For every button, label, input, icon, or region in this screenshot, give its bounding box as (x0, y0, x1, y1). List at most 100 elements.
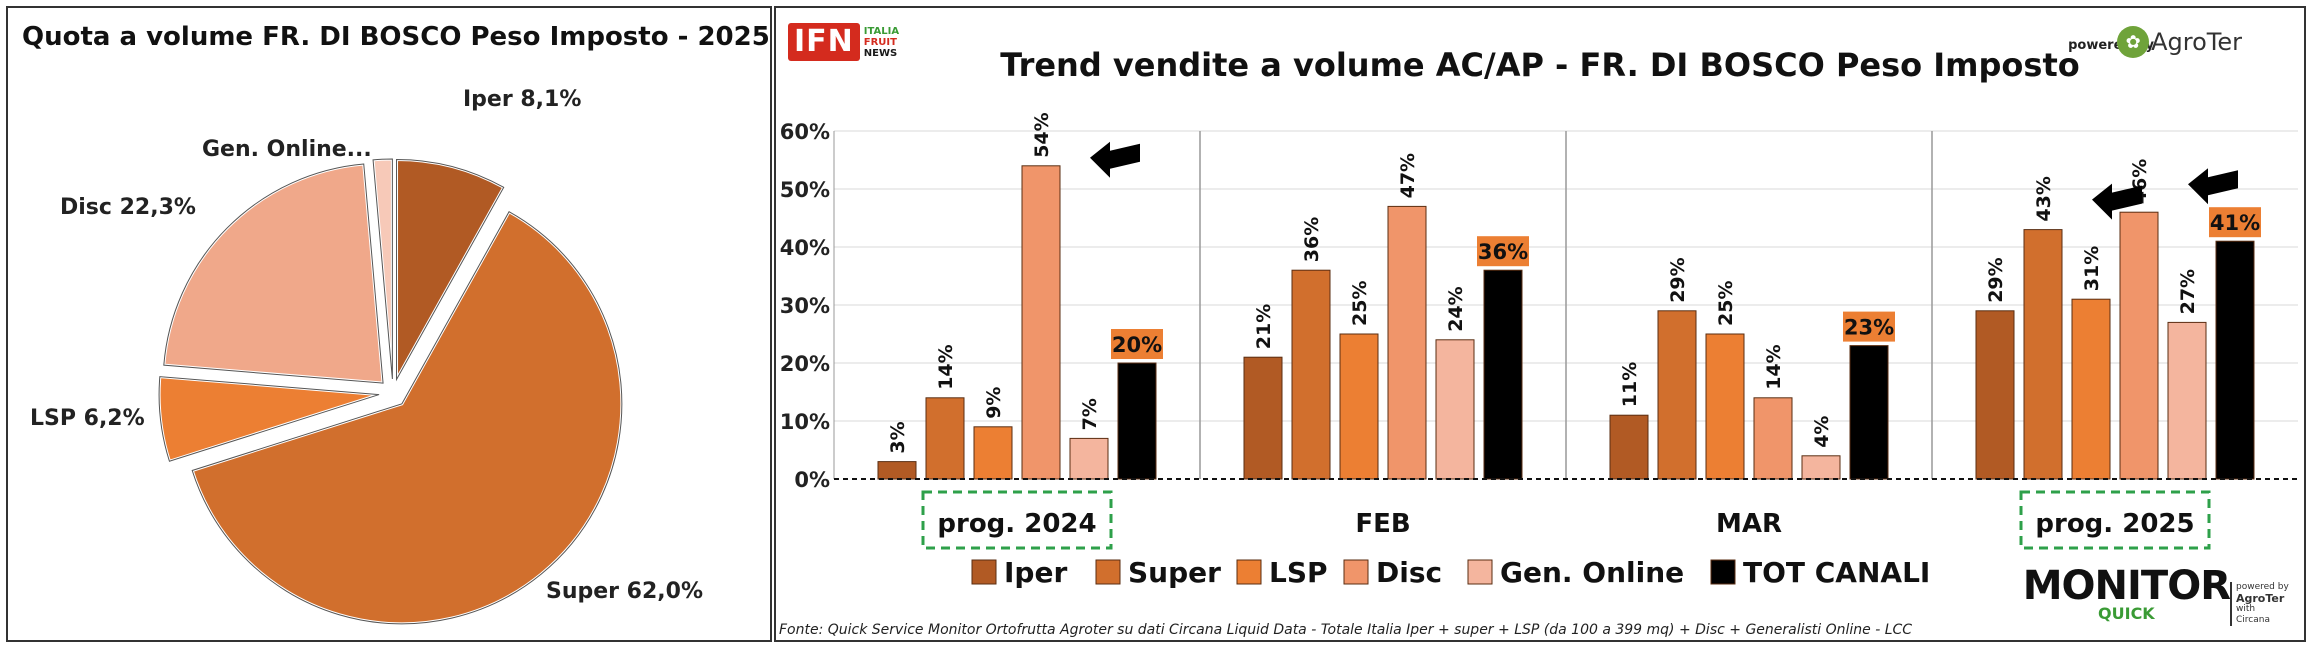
x-category-label: prog. 2024 (937, 509, 1096, 539)
bar-3-4 (2167, 321, 2207, 480)
data-label: 7% (1079, 398, 1101, 430)
data-label: 9% (983, 387, 1005, 419)
pie-slice-outline-0 (396, 158, 505, 382)
bar-3-3 (2119, 211, 2159, 480)
highlight-box (921, 490, 1113, 550)
agroter-logo: ✿ AgroTer (2117, 26, 2242, 58)
data-label: 25% (1715, 281, 1737, 326)
legend-label: Gen. Online (1500, 556, 1684, 589)
bar-0-2 (973, 426, 1013, 480)
legend-swatch (1095, 559, 1121, 585)
y-tick-label: 0% (794, 468, 830, 492)
monitor-side-credits: powered by AgroTer with Circana (2230, 582, 2296, 626)
bar-2-4 (1801, 455, 1841, 480)
data-label: 23% (1844, 316, 1894, 340)
data-label: 36% (1478, 240, 1528, 264)
legend-swatch (1236, 559, 1262, 585)
legend-label: Super (1128, 556, 1221, 589)
y-tick-label: 10% (780, 410, 830, 434)
data-label: 14% (935, 344, 957, 389)
bar-1-2 (1339, 333, 1379, 480)
bar-3-1 (2023, 229, 2063, 480)
legend-swatch (1710, 559, 1736, 585)
data-label: 3% (887, 421, 909, 453)
total-label-box (1477, 236, 1529, 267)
data-label: 29% (1667, 257, 1689, 302)
bar-1-5 (1483, 269, 1523, 480)
source-footnote: Fonte: Quick Service Monitor Ortofrutta … (779, 622, 1913, 638)
bar-3-5 (2215, 240, 2255, 480)
bar-2-3 (1753, 397, 1793, 480)
pie-chart-panel: Quota a volume FR. DI BOSCO Peso Imposto… (6, 6, 772, 642)
x-category-label: prog. 2025 (2035, 509, 2194, 539)
pie-chart-title: Quota a volume FR. DI BOSCO Peso Imposto… (22, 22, 770, 52)
legend-swatch (971, 559, 997, 585)
pie-chart: Iper 8,1% Super 62,0% LSP 6,2% Disc 22,3% Ge… (30, 87, 703, 626)
arrow-icon (1090, 141, 1140, 178)
bar-0-5 (1117, 362, 1157, 480)
bar-0-0 (877, 461, 917, 480)
bar-2-5 (1849, 345, 1889, 480)
data-label: 20% (1112, 333, 1162, 357)
bar-1-3 (1387, 205, 1427, 480)
bar-chart: 0% 10% 20% 30% 40% 50% 60% 3% 14% 9% 54% 7% 20% prog.… (780, 112, 2298, 589)
pie-label-1: Super 62,0% (546, 579, 703, 604)
y-tick-label: 50% (780, 178, 830, 202)
data-label: 14% (1763, 344, 1785, 389)
bar-1-1 (1291, 269, 1331, 480)
bar-chart-title: Trend vendite a volume AC/AP - FR. DI BO… (1000, 46, 2080, 84)
data-label: 29% (1985, 257, 2007, 302)
data-label: 11% (1619, 362, 1641, 407)
legend-label: Iper (1004, 556, 1067, 589)
bar-2-1 (1657, 310, 1697, 480)
pie-slice-outline-2 (158, 376, 380, 462)
data-label: 27% (2177, 269, 2199, 314)
total-label-box (2209, 207, 2261, 238)
data-label: 4% (1811, 416, 1833, 448)
bar-0-1 (925, 397, 965, 480)
monitor-quick-logo: MONITOR QUICK (2022, 563, 2231, 623)
data-label: 43% (2033, 176, 2055, 221)
x-category-label: MAR (1716, 509, 1782, 539)
legend-swatch (1343, 559, 1369, 585)
y-tick-label: 30% (780, 294, 830, 318)
bar-2-0 (1609, 414, 1649, 480)
arrow-icon (2188, 168, 2238, 205)
legend-label: TOT CANALI (1743, 556, 1930, 589)
pie-label-2: LSP 6,2% (30, 406, 145, 431)
pie-slice-outline-3 (163, 163, 384, 384)
pie-slice-outline-1 (191, 211, 623, 625)
y-tick-label: 40% (780, 236, 830, 260)
data-label: 41% (2210, 211, 2260, 235)
bar-chart-panel: IFN ITALIA FRUIT NEWS Trend vendite a vo… (774, 6, 2306, 642)
pie-label-0: Iper 8,1% (463, 87, 581, 112)
bar-3-0 (1975, 310, 2015, 480)
pie-label-4: Gen. Online... (202, 137, 372, 162)
total-label-box (1843, 311, 1895, 342)
bar-0-3 (1021, 165, 1061, 480)
data-label: 21% (1253, 304, 1275, 349)
legend-label: Disc (1376, 556, 1442, 589)
ifn-logo-subtitle: ITALIA FRUIT NEWS (863, 25, 900, 59)
legend-swatch (1467, 559, 1493, 585)
arrow-icon (2092, 183, 2142, 220)
bar-3-2 (2071, 298, 2111, 480)
bar-0-4 (1069, 437, 1109, 480)
bar-2-2 (1705, 333, 1745, 480)
pie-label-3: Disc 22,3% (60, 195, 196, 220)
ifn-logo: IFN ITALIA FRUIT NEWS (788, 22, 899, 62)
data-label: 36% (1301, 217, 1323, 262)
y-tick-label: 60% (780, 120, 830, 144)
highlight-box (2019, 490, 2211, 550)
y-tick-label: 20% (780, 352, 830, 376)
data-label: 47% (1397, 153, 1419, 198)
bar-1-0 (1243, 356, 1283, 480)
pie-slice-3 (162, 162, 385, 385)
data-label: 24% (1445, 286, 1467, 331)
data-label: 31% (2081, 246, 2103, 291)
legend-label: LSP (1269, 556, 1328, 589)
total-label-box (1111, 329, 1163, 359)
bar-1-4 (1435, 339, 1475, 480)
leaf-icon: ✿ (2117, 26, 2150, 58)
pie-slice-outline-4 (372, 158, 393, 380)
